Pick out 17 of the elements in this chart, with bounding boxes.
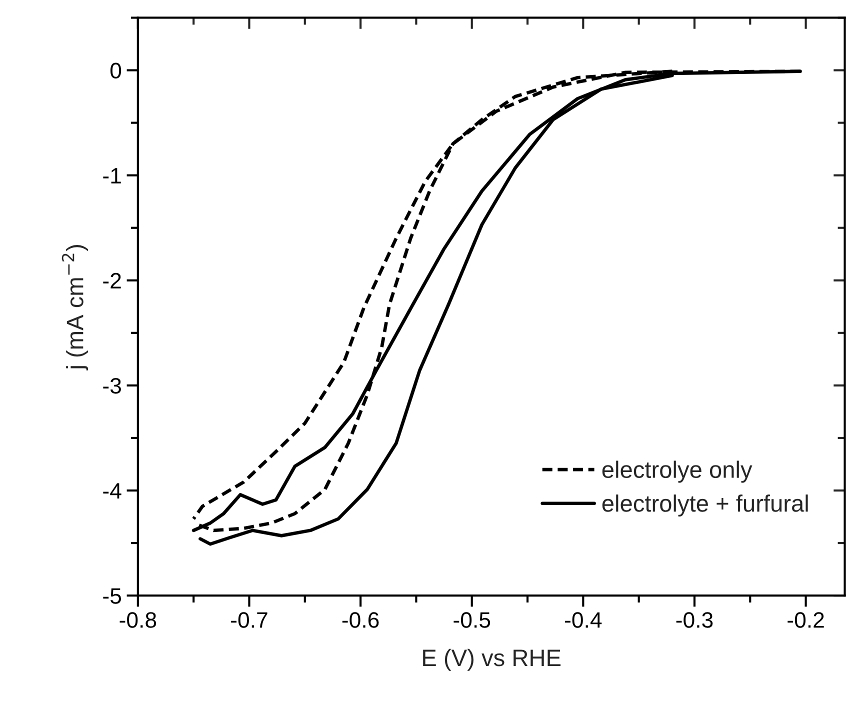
y-tick-label: -2 xyxy=(103,272,121,288)
x-tick-label: -0.5 xyxy=(454,612,490,628)
x-tick-label: -0.2 xyxy=(788,612,824,628)
legend-label: electrolye only xyxy=(602,460,752,483)
y-axis-title: j (mA cm$^{−2}$) xyxy=(62,245,88,370)
y-tick-label: -5 xyxy=(103,588,122,604)
x-axis-title: E (V) vs RHE xyxy=(423,648,561,671)
x-tick-label: -0.6 xyxy=(342,612,379,628)
y-tick-label: 0 xyxy=(110,62,122,79)
x-tick-label: -0.8 xyxy=(120,612,156,628)
y-tick-label: -1 xyxy=(103,168,121,184)
x-tick-label: -0.3 xyxy=(676,612,713,628)
x-tick-label: -0.4 xyxy=(565,612,602,628)
y-tick-label: -4 xyxy=(103,483,122,499)
x-tick-label: -0.7 xyxy=(231,612,268,628)
legend-label: electrolyte + furfural xyxy=(602,494,808,517)
y-tick-label: -3 xyxy=(103,378,121,394)
